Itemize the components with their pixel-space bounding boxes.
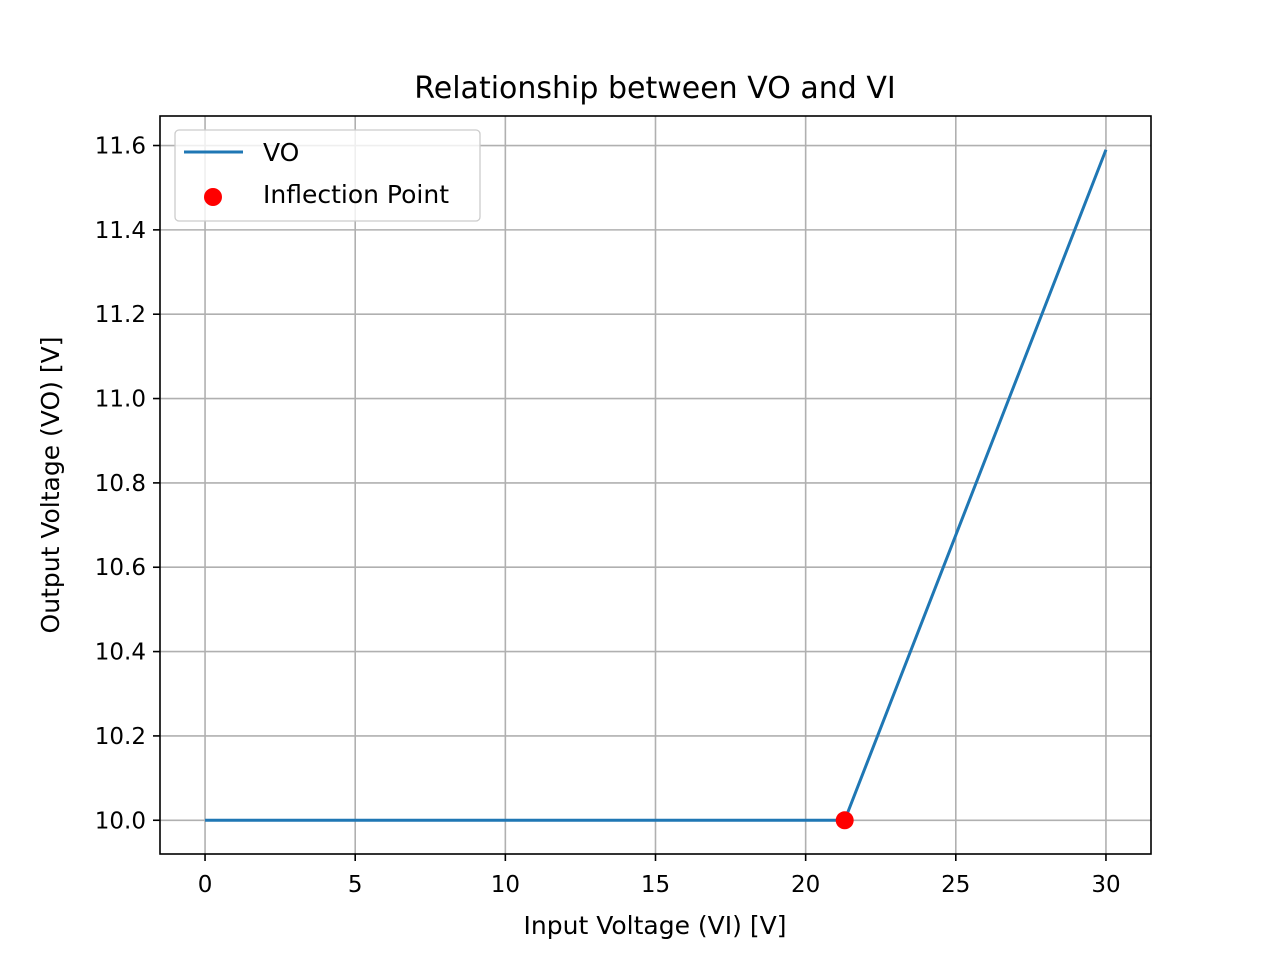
y-tick-label: 11.6	[95, 134, 146, 160]
chart-title: Relationship between VO and VI	[414, 71, 895, 106]
y-tick-label: 11.4	[95, 218, 146, 244]
x-tick-label: 10	[491, 872, 520, 898]
x-tick-label: 30	[1091, 872, 1120, 898]
y-tick-label: 11.0	[95, 387, 146, 413]
inflection-point-marker	[835, 811, 854, 830]
x-tick-label: 5	[348, 872, 363, 898]
x-tick-label: 15	[641, 872, 670, 898]
legend-box	[174, 129, 481, 222]
y-tick-label: 11.2	[95, 302, 146, 328]
y-tick-label: 10.2	[95, 724, 146, 750]
y-tick-label: 10.0	[95, 808, 146, 834]
x-tick-label: 25	[941, 872, 970, 898]
x-tick-label: 0	[198, 872, 213, 898]
x-axis-ticks: 0 5 10 15 20 25 30	[198, 854, 1121, 898]
legend: VO Inflection Point	[174, 129, 481, 222]
y-axis-ticks: 10.0 10.2 10.4 10.6 10.8 11.0 11.2 11.4 11.6	[95, 134, 160, 834]
y-tick-label: 10.4	[95, 640, 146, 666]
legend-label-inflection-point: Inflection Point	[263, 180, 449, 209]
x-axis-label: Input Voltage (VI) [V]	[524, 911, 787, 940]
x-tick-label: 20	[791, 872, 820, 898]
legend-marker-swatch	[204, 188, 222, 206]
y-tick-label: 10.8	[95, 471, 146, 497]
plot-area	[205, 149, 1108, 830]
y-axis-label: Output Voltage (VO) [V]	[36, 337, 65, 634]
y-tick-label: 10.6	[95, 555, 146, 581]
legend-label-vo: VO	[263, 138, 299, 167]
